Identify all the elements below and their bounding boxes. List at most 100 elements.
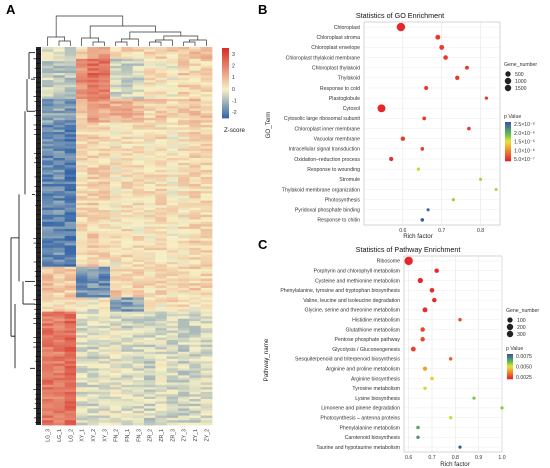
heatmap-cell (166, 354, 179, 357)
enrichment-dot (494, 188, 498, 191)
heatmap-cell (132, 160, 145, 164)
heatmap-cell (64, 389, 77, 393)
heatmap-cell (87, 82, 100, 86)
heatmap-cell (189, 184, 202, 187)
heatmap-cell (155, 179, 168, 183)
heatmap-cell (87, 361, 100, 364)
heatmap-cell (98, 316, 111, 320)
heatmap-cell (98, 373, 111, 376)
heatmap-cell (166, 210, 179, 213)
heatmap-cell (53, 84, 66, 88)
heatmap-cell (87, 387, 100, 390)
heatmap-cell (87, 181, 100, 185)
heatmap-cell (200, 68, 213, 72)
heatmap-cell (132, 257, 145, 261)
heatmap-cell (166, 181, 179, 185)
heatmap-cell (42, 347, 54, 350)
heatmap-cell (87, 306, 100, 310)
heatmap-cell (76, 200, 88, 204)
heatmap-cell (155, 96, 168, 100)
heatmap-cell (155, 219, 168, 223)
heatmap-cell (178, 264, 190, 268)
heatmap-cell (110, 382, 122, 386)
heatmap-cell (155, 302, 168, 305)
enrichment-dot (416, 425, 420, 430)
heatmap-cell (132, 176, 145, 180)
heatmap-cell (178, 356, 190, 360)
enrichment-dot (434, 268, 439, 273)
heatmap-cell (200, 363, 213, 367)
heatmap-cell (64, 202, 77, 206)
heatmap-cell (53, 406, 66, 409)
heatmap-cell (189, 254, 202, 258)
heatmap-cell (200, 321, 213, 324)
heatmap-cell (144, 94, 156, 98)
heatmap-cell (64, 217, 77, 220)
heatmap-cell (64, 214, 77, 218)
heatmap-cell (132, 247, 145, 251)
heatmap-cell (189, 103, 202, 107)
heatmap-cell (166, 254, 179, 258)
heatmap-cell (110, 278, 122, 282)
heatmap-cell (87, 368, 100, 372)
color-legend-swatch (507, 367, 513, 370)
heatmap-cell (110, 387, 122, 390)
heatmap-cell (166, 356, 179, 360)
heatmap-cell (53, 75, 66, 79)
heatmap-cell (200, 261, 213, 265)
heatmap-cell (53, 129, 66, 133)
heatmap-cell (144, 169, 156, 173)
heatmap-cell (189, 233, 202, 237)
heatmap-cell (64, 68, 77, 72)
heatmap-cell (166, 394, 179, 398)
heatmap-cell (121, 233, 134, 237)
heatmap-cell (132, 127, 145, 131)
heatmap-cell (121, 120, 134, 123)
heatmap-cell (42, 257, 54, 261)
heatmap-cell (121, 342, 134, 346)
heatmap-cell (42, 49, 54, 53)
heatmap-cell (64, 165, 77, 168)
heatmap-cell (110, 84, 122, 88)
heatmap-cell (42, 271, 54, 275)
heatmap-cell (64, 70, 77, 74)
heatmap-cell (42, 337, 54, 341)
heatmap-cell (87, 382, 100, 386)
heatmap-cell (189, 212, 202, 216)
heatmap-cell (87, 68, 100, 72)
heatmap-cell (166, 80, 179, 83)
heatmap-cell (132, 49, 145, 53)
heatmap-cell (98, 169, 111, 173)
heatmap-cell (98, 141, 111, 145)
heatmap-cell (121, 122, 134, 126)
heatmap-cell (121, 98, 134, 102)
heatmap-cell (53, 420, 66, 424)
heatmap-cell (155, 193, 168, 197)
heatmap-cell (110, 70, 122, 74)
heatmap-cell (42, 219, 54, 223)
heatmap-cell (76, 188, 88, 192)
heatmap-cell (132, 75, 145, 79)
heatmap-cell (98, 205, 111, 209)
heatmap-cell (155, 245, 168, 249)
heatmap-cell (42, 250, 54, 253)
heatmap-cell (98, 101, 111, 105)
heatmap-cell (132, 181, 145, 185)
dendrogram-link (47, 36, 66, 46)
heatmap-cell (98, 103, 111, 107)
heatmap-cell (200, 318, 213, 322)
heatmap-cell (121, 110, 134, 114)
heatmap-cell (64, 401, 77, 405)
heatmap-cell (98, 266, 111, 270)
enrichment-dot (410, 346, 416, 352)
heatmap-cell (189, 295, 202, 298)
enrichment-dot (389, 156, 394, 162)
heatmap-cell (155, 221, 168, 225)
heatmap-cell (144, 408, 156, 412)
heatmap-cell (200, 65, 213, 69)
heatmap-cell (87, 295, 100, 298)
heatmap-cell (110, 160, 122, 164)
heatmap-cell (76, 101, 88, 105)
heatmap-cell (121, 415, 134, 419)
heatmap-cell (200, 295, 213, 298)
